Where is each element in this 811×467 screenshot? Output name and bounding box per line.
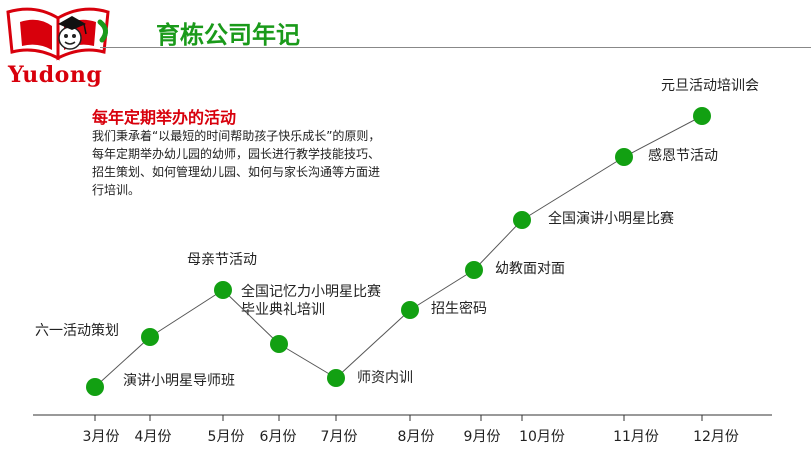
intro-text: 我们秉承着“以最短的时间帮助孩子快乐成长”的原则，每年定期举办幼儿园的幼师，园长… xyxy=(92,129,381,197)
event-label: 招生密码 xyxy=(431,300,487,317)
timeline-node xyxy=(465,261,483,279)
timeline-connector xyxy=(623,115,703,158)
logo: Yudong xyxy=(0,0,120,100)
event-label: 母亲节活动 xyxy=(187,252,257,268)
timeline-node xyxy=(214,281,232,299)
timeline-axis: 3月份 4月份 5月份 6月份 7月份 8月份 9月份 10月份 11月份 12月份 xyxy=(33,414,772,445)
timeline-node xyxy=(401,301,419,319)
timeline-connector xyxy=(409,269,475,311)
timeline-nodes xyxy=(86,107,711,396)
timeline-node xyxy=(615,148,633,166)
month-label: 9月份 xyxy=(464,429,501,445)
event-label: 幼教面对面 xyxy=(495,261,565,277)
month-label: 11月份 xyxy=(613,429,659,445)
timeline-connector xyxy=(473,219,523,271)
timeline-node xyxy=(141,328,159,346)
title-divider xyxy=(100,47,811,48)
timeline-connector xyxy=(335,309,411,379)
month-label: 7月份 xyxy=(321,429,358,445)
event-label: 全国演讲小明星比赛 xyxy=(548,210,674,227)
timeline-connector xyxy=(94,336,151,388)
timeline-node xyxy=(693,107,711,125)
timeline-connectors xyxy=(94,115,703,388)
month-label: 6月份 xyxy=(260,429,297,445)
event-label: 感恩节活动 xyxy=(648,147,718,164)
event-label: 毕业典礼培训 xyxy=(241,302,325,318)
timeline-connector xyxy=(278,343,337,379)
event-label: 全国记忆力小明星比赛 xyxy=(241,283,381,300)
timeline-node xyxy=(86,378,104,396)
month-label: 10月份 xyxy=(519,429,565,445)
timeline-connector xyxy=(222,289,280,345)
timeline-connector xyxy=(149,289,224,338)
timeline-node xyxy=(327,369,345,387)
month-label: 8月份 xyxy=(398,429,435,445)
event-label: 元旦活动培训会 xyxy=(661,78,759,94)
event-label: 师资内训 xyxy=(357,370,413,386)
timeline-connector xyxy=(521,156,625,221)
event-label: 六一活动策划 xyxy=(35,322,119,339)
month-label: 12月份 xyxy=(693,429,739,445)
month-label: 3月份 xyxy=(83,429,120,445)
page-title: 育栋公司年记 xyxy=(156,21,300,49)
timeline-node xyxy=(513,211,531,229)
timeline-node xyxy=(270,335,288,353)
month-label: 4月份 xyxy=(135,429,172,445)
logo-mark-icon xyxy=(6,7,110,61)
intro-title: 每年定期举办的活动 xyxy=(92,108,237,127)
logo-text: Yudong xyxy=(8,62,103,88)
month-label: 5月份 xyxy=(208,429,245,445)
event-label: 演讲小明星导师班 xyxy=(123,373,235,389)
